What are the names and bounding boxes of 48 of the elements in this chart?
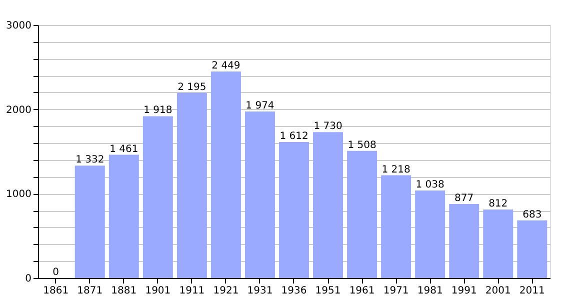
data-label: 683 — [522, 209, 542, 220]
bar — [279, 142, 309, 278]
x-tick-label: 1911 — [179, 286, 205, 296]
data-label: 1 038 — [416, 179, 444, 190]
data-label: 1 332 — [76, 154, 104, 166]
bar — [483, 210, 514, 278]
bar — [347, 150, 378, 278]
bar — [210, 71, 241, 278]
x-tick-label: 1936 — [281, 286, 307, 296]
bar — [313, 132, 344, 278]
bar — [415, 190, 446, 278]
data-label: 812 — [488, 198, 508, 210]
x-tick-label: 1991 — [451, 286, 477, 296]
x-tick-label: 2011 — [519, 286, 545, 296]
data-label: 1 974 — [246, 100, 274, 112]
x-tick-label: 1861 — [43, 286, 69, 296]
data-label: 1 508 — [348, 140, 376, 151]
data-label: 877 — [454, 193, 474, 204]
data-label: 1 730 — [314, 121, 342, 132]
data-label: 2 195 — [178, 82, 206, 93]
x-tick-label: 1961 — [349, 286, 375, 296]
x-tick-label: 1881 — [111, 286, 137, 296]
bar — [142, 116, 173, 278]
bar — [244, 112, 275, 278]
y-tick-label: 3000 — [6, 20, 32, 32]
y-tick-label: 1000 — [6, 189, 32, 200]
bar — [449, 204, 480, 278]
bar — [517, 220, 548, 278]
x-tick-label: 1931 — [247, 286, 273, 296]
y-tick-label: 2000 — [6, 104, 32, 116]
x-tick-label: 1951 — [315, 286, 341, 296]
data-label: 1 918 — [144, 105, 172, 116]
data-label: 0 — [52, 267, 60, 278]
x-tick-label: 1871 — [77, 286, 103, 296]
x-tick-label: 1981 — [417, 286, 443, 296]
data-label: 1 461 — [110, 144, 138, 155]
y-tick-label: 0 — [25, 274, 32, 284]
bar — [176, 92, 207, 278]
data-label: 1 218 — [382, 164, 410, 176]
x-tick-label: 1971 — [383, 286, 409, 296]
bar — [108, 154, 139, 278]
x-tick-label: 1921 — [213, 286, 239, 296]
data-label: 2 449 — [212, 60, 240, 72]
data-label: 1 612 — [280, 131, 308, 142]
x-tick-label: 1901 — [145, 286, 171, 296]
bar — [381, 175, 412, 278]
x-tick-label: 2001 — [485, 286, 511, 296]
bar — [74, 166, 105, 278]
